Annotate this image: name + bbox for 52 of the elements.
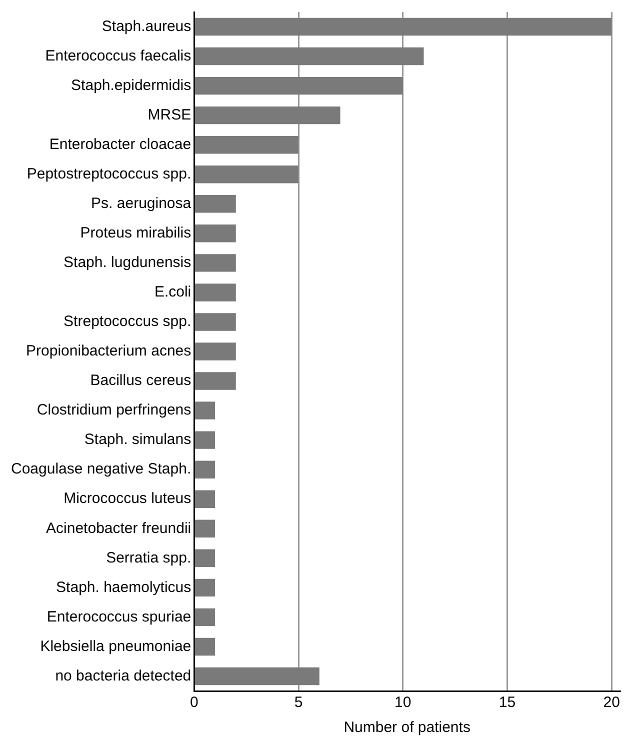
bar <box>194 76 403 95</box>
y-tick-label: Enterococcus faecalis <box>45 47 192 64</box>
y-tick-label: MRSE <box>148 106 192 124</box>
bar <box>194 166 299 184</box>
bar <box>194 372 236 390</box>
bar <box>194 254 236 272</box>
y-tick-label: Bacillus cereus <box>90 372 192 390</box>
bar <box>194 431 216 449</box>
y-tick-label: E.coli <box>154 284 192 301</box>
bar <box>194 638 216 656</box>
y-tick-label: Streptococcus spp. <box>64 313 192 330</box>
y-tick-label: Coagulase negative Staph. <box>10 460 192 478</box>
bar <box>194 18 612 36</box>
y-tick-label: Staph. lugdunensis <box>64 254 192 272</box>
y-tick-label: Staph. simulans <box>84 431 192 448</box>
bar <box>194 106 340 124</box>
bar <box>194 520 216 538</box>
y-tick-label: Klebsiella pneumoniae <box>40 638 192 655</box>
x-tick-label: 15 <box>498 694 516 712</box>
x-tick-label: 0 <box>190 694 198 712</box>
bar <box>194 490 216 508</box>
bar <box>194 342 236 360</box>
y-tick-label: Enterobacter cloacae <box>49 136 192 153</box>
y-tick-label: Ps. aeruginosa <box>91 195 192 212</box>
y-tick-label: Proteus mirabilis <box>80 224 192 242</box>
bar <box>194 136 299 154</box>
y-tick-label: Staph.epidermidis <box>71 76 192 94</box>
bar <box>194 578 216 597</box>
y-tick-label: Peptostreptococcus spp. <box>26 166 192 183</box>
bar <box>194 313 236 331</box>
bar <box>194 47 424 66</box>
x-tick-label: 10 <box>394 694 412 712</box>
y-tick-label: Acinetobacter freundii <box>46 520 192 537</box>
y-tick-label: Staph.aureus <box>102 18 192 35</box>
y-tick-label: Serratia spp. <box>106 549 192 566</box>
x-axis-title: Number of patients <box>344 719 470 736</box>
y-tick-label: Staph. haemolyticus <box>56 578 192 596</box>
y-tick-label: Propionibacterium acnes <box>26 342 192 360</box>
x-tick-label: 5 <box>294 694 303 712</box>
bar <box>194 284 236 302</box>
y-tick-label: Micrococcus luteus <box>64 490 192 508</box>
y-tick-label: Clostridium perfringens <box>36 402 192 419</box>
bar <box>194 667 320 686</box>
y-tick-label: no bacteria detected <box>55 667 192 684</box>
bar <box>194 549 216 568</box>
bar <box>194 460 216 478</box>
bar <box>194 608 216 626</box>
bar <box>194 402 216 420</box>
bar <box>194 195 236 213</box>
bar <box>194 224 236 242</box>
x-tick-label: 20 <box>603 694 620 712</box>
y-tick-label: Enterococcus spuriae <box>46 608 192 626</box>
